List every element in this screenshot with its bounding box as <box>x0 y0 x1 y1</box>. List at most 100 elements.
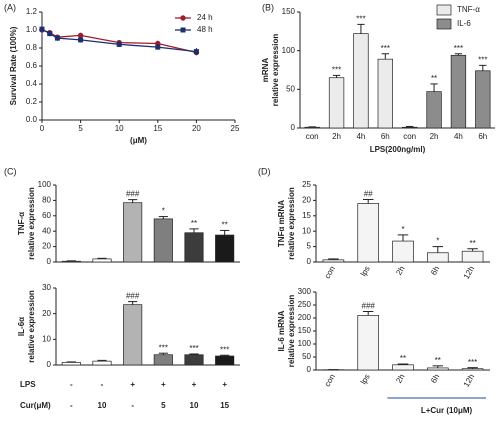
y-tick-label: 10 <box>302 226 311 235</box>
bar <box>450 54 467 129</box>
condition-value: - <box>101 380 104 389</box>
y-tick-label: 1.0 <box>26 25 38 34</box>
marker <box>116 41 122 47</box>
significance-label: ** <box>469 239 475 248</box>
bar <box>92 360 112 366</box>
y-tick-label: 25 <box>302 180 311 189</box>
bar <box>357 203 379 263</box>
panel-label: (D) <box>258 166 271 176</box>
panel-label: (A) <box>4 2 16 12</box>
significance-label: *** <box>356 14 365 23</box>
x-tick-label: con <box>323 265 337 281</box>
bar <box>392 240 414 263</box>
bar <box>123 304 143 366</box>
significance-label: ** <box>222 221 228 230</box>
y-tick-label: 300 <box>298 287 312 296</box>
x-tick-label: 10 <box>115 124 124 133</box>
y-tick-label: 0.4 <box>26 79 38 88</box>
y-tick-label: 0.6 <box>26 61 38 70</box>
condition-value: + <box>130 380 135 389</box>
y-axis-label: relative expression <box>287 295 296 368</box>
bar <box>153 354 173 366</box>
significance-label: *** <box>454 44 463 53</box>
condition-value: - <box>70 380 73 389</box>
y-tick-label: 0 <box>291 123 296 132</box>
y-tick-label: 10 <box>42 334 51 343</box>
x-tick-label: 2h <box>430 132 439 141</box>
y-axis-label: TNFα mRNA <box>277 200 286 247</box>
significance-label: ** <box>400 354 406 363</box>
y-tick-label: 0 <box>307 365 312 374</box>
y-tick-label: 100 <box>38 180 52 189</box>
x-axis-label: (μM) <box>130 136 147 145</box>
bar <box>475 70 491 129</box>
y-tick-label: 50 <box>302 352 311 361</box>
marker <box>155 44 161 50</box>
significance-label: *** <box>220 345 229 354</box>
bar <box>61 260 81 263</box>
bar <box>353 33 369 129</box>
marker <box>77 32 84 39</box>
y-tick-label: 150 <box>282 7 296 16</box>
x-tick-label: 0 <box>40 124 45 133</box>
y-tick-label: 60 <box>42 211 51 220</box>
x-tick-label: 5 <box>78 124 83 133</box>
marker <box>39 26 45 32</box>
bar <box>392 364 414 371</box>
x-tick-label: 2h <box>394 373 406 385</box>
y-tick-label: 30 <box>42 283 51 292</box>
significance-label: *** <box>478 55 487 64</box>
x-tick-label: 6h <box>478 132 487 141</box>
condition-value: + <box>161 380 166 389</box>
y-axis-label: mRNA <box>261 58 270 83</box>
bar <box>377 58 393 129</box>
significance-label: ## <box>364 190 373 199</box>
bar <box>304 126 320 129</box>
y-tick-label: 20 <box>302 196 311 205</box>
significance-label: * <box>162 207 165 216</box>
condition-value: - <box>70 401 73 410</box>
y-tick-label: 80 <box>42 196 51 205</box>
y-tick-label: 100 <box>298 339 312 348</box>
y-tick-label: 40 <box>42 226 51 235</box>
bar <box>123 202 143 263</box>
condition-value: 15 <box>220 401 229 410</box>
y-tick-label: 1.2 <box>26 7 38 16</box>
legend-marker <box>180 15 186 21</box>
y-tick-label: 200 <box>298 313 312 322</box>
y-tick-label: 0.2 <box>26 97 38 106</box>
x-tick-label: 2h <box>394 265 406 277</box>
x-tick-label: con <box>323 373 337 389</box>
x-tick-label: 6h <box>381 132 390 141</box>
x-tick-label: 6h <box>429 265 441 277</box>
y-axis-label: IL-6α <box>17 317 26 336</box>
x-tick-label: con <box>403 132 416 141</box>
y-axis-label: Survival Rate (100%) <box>9 26 18 105</box>
condition-value: + <box>192 380 197 389</box>
significance-label: ### <box>126 292 140 301</box>
y-tick-label: 250 <box>298 300 312 309</box>
bar <box>61 362 81 366</box>
significance-label: *** <box>381 44 390 53</box>
y-axis-label: relative expression <box>271 34 280 107</box>
legend-swatch <box>436 18 452 30</box>
x-tick-label: con <box>306 132 319 141</box>
condition-value: - <box>131 401 134 410</box>
x-tick-label: 12h <box>462 373 476 389</box>
marker <box>47 31 53 37</box>
significance-label: *** <box>159 343 168 352</box>
y-axis-label: relative expression <box>287 187 296 260</box>
panel-label: (B) <box>262 2 274 12</box>
y-axis-label: relative expression <box>27 187 36 260</box>
y-tick-label: 150 <box>298 326 312 335</box>
bar <box>215 234 235 263</box>
y-tick-label: 20 <box>42 309 51 318</box>
condition-value: 10 <box>190 401 199 410</box>
marker <box>54 35 60 41</box>
legend-marker <box>180 27 186 33</box>
legend-label: TNF-α <box>457 5 480 14</box>
x-axis-label: LPS(200ng/ml) <box>370 145 426 154</box>
significance-label: *** <box>332 66 341 75</box>
x-tick-label: 4h <box>356 132 365 141</box>
bar <box>427 252 449 263</box>
